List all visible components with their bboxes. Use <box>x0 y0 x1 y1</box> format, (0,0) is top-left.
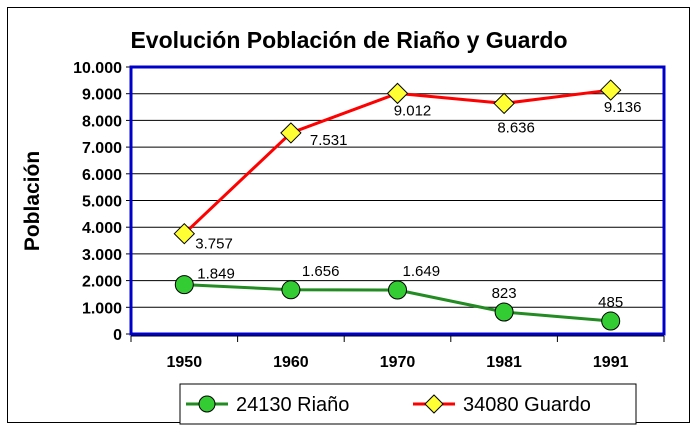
legend-marker <box>424 394 444 414</box>
data-point <box>493 92 515 115</box>
data-point <box>281 280 301 300</box>
data-label: 485 <box>598 294 623 311</box>
x-tick-label: 1960 <box>273 354 309 371</box>
y-tick-label: 7.000 <box>82 140 122 157</box>
y-tick-label: 6.000 <box>82 167 122 184</box>
data-point <box>601 311 621 331</box>
data-point <box>388 280 407 300</box>
chart-title: Evolución Población de Riaño y Guardo <box>130 27 567 53</box>
legend-label: 34080 Guardo <box>463 394 591 416</box>
x-tick-label: 1981 <box>486 354 522 371</box>
y-tick-label: 10.000 <box>73 60 122 77</box>
labels-layer: 1.849 1.656 1.649 823 485 3.757 7.531 9.012 8.63… <box>195 99 641 311</box>
chart-frame <box>7 7 690 423</box>
data-point <box>174 275 194 295</box>
plot-border <box>129 65 666 336</box>
legend-box <box>179 383 637 425</box>
y-tick-label: 5.000 <box>82 194 122 211</box>
y-tick-label: 8.000 <box>82 113 122 130</box>
data-point <box>386 82 409 105</box>
data-label: 8.636 <box>497 119 535 136</box>
y-tick-label: 4.000 <box>82 220 122 237</box>
data-point <box>173 222 196 245</box>
data-label: 7.531 <box>310 132 348 149</box>
legend: 24130 Riaño 34080 Guardo <box>179 383 637 425</box>
x-tick-label: 1950 <box>167 354 203 371</box>
y-tick-label: 0 <box>113 327 122 344</box>
x-tick-label: 1991 <box>593 354 629 371</box>
y-tick-label: 9.000 <box>82 87 122 104</box>
y-tick-label: 2.000 <box>82 274 122 291</box>
data-label: 823 <box>492 285 517 302</box>
data-point <box>280 122 302 144</box>
x-tick-label: 1970 <box>380 354 416 371</box>
data-label: 3.757 <box>195 236 233 253</box>
data-label: 1.656 <box>302 263 340 280</box>
data-point <box>599 79 622 101</box>
data-label: 1.649 <box>403 263 441 280</box>
legend-label: 24130 Riaño <box>236 394 349 416</box>
y-tick-label: 3.000 <box>82 247 122 264</box>
y-axis-label: Población <box>21 151 44 251</box>
data-label: 9.136 <box>604 99 642 116</box>
data-label: 9.012 <box>394 102 432 119</box>
data-point <box>494 302 514 322</box>
axes-layer: 0 1.000 2.000 3.000 4.000 5.000 6.000 7.000 8.00… <box>73 60 666 371</box>
y-tick-label: 1.000 <box>82 300 122 317</box>
data-label: 1.849 <box>197 266 235 283</box>
legend-marker <box>198 395 216 413</box>
series-layer <box>173 79 622 331</box>
